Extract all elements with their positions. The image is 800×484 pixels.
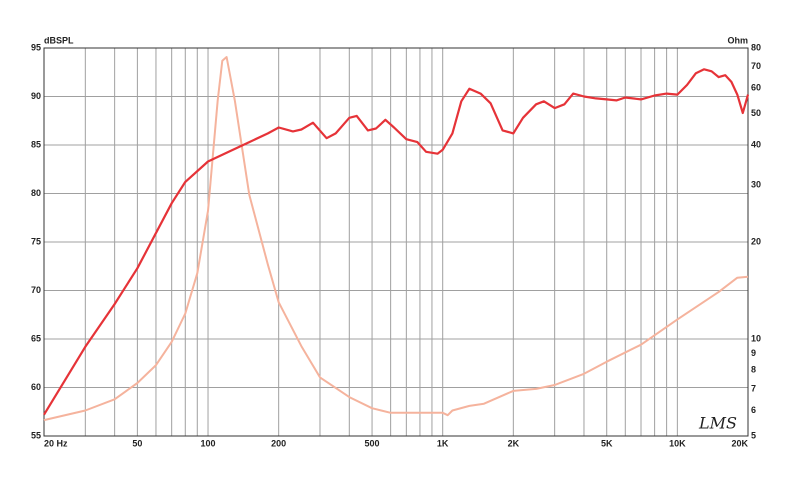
y-tick-label: 85 bbox=[31, 139, 41, 149]
x-tick-label: 200 bbox=[271, 438, 286, 448]
watermark: LMS bbox=[698, 414, 737, 433]
y2-tick-label: 5 bbox=[751, 430, 756, 440]
x-tick-label: 10K bbox=[669, 438, 686, 448]
y2-tick-label: 70 bbox=[751, 61, 761, 71]
y-tick-label: 60 bbox=[31, 382, 41, 392]
y2-tick-label: 60 bbox=[751, 83, 761, 93]
y-tick-label: 80 bbox=[31, 188, 41, 198]
plot-frame bbox=[43, 47, 749, 437]
y2-tick-label: 50 bbox=[751, 108, 761, 118]
y2-tick-label: 80 bbox=[751, 42, 761, 52]
y2-tick-label: 30 bbox=[751, 180, 761, 190]
series-line bbox=[43, 56, 749, 422]
x-tick-label: 20K bbox=[731, 438, 748, 448]
y-axis-title: dBSPL bbox=[44, 35, 74, 45]
y-tick-label: 95 bbox=[31, 42, 41, 52]
y-tick-label: 75 bbox=[31, 236, 41, 246]
x-tick-label: 1K bbox=[437, 438, 449, 448]
y2-tick-label: 7 bbox=[751, 383, 756, 393]
x-tick-label: 5K bbox=[601, 438, 613, 448]
y-tick-label: 65 bbox=[31, 333, 41, 343]
x-tick-label: 100 bbox=[201, 438, 216, 448]
y-tick-label: 55 bbox=[31, 430, 41, 440]
y2-axis-title: Ohm bbox=[727, 35, 748, 45]
y2-tick-label: 9 bbox=[751, 348, 756, 358]
x-tick-label: 500 bbox=[365, 438, 380, 448]
y2-tick-label: 6 bbox=[751, 405, 756, 415]
x-tick-label: 20 Hz bbox=[44, 438, 68, 448]
x-tick-label: 50 bbox=[132, 438, 142, 448]
y2-tick-label: 40 bbox=[751, 139, 761, 149]
y-tick-label: 90 bbox=[31, 91, 41, 101]
series-line bbox=[43, 68, 750, 416]
y-tick-label: 70 bbox=[31, 285, 41, 295]
y2-tick-label: 8 bbox=[751, 365, 756, 375]
x-tick-label: 2K bbox=[508, 438, 520, 448]
y2-tick-label: 10 bbox=[751, 333, 761, 343]
y2-tick-label: 20 bbox=[751, 236, 761, 246]
